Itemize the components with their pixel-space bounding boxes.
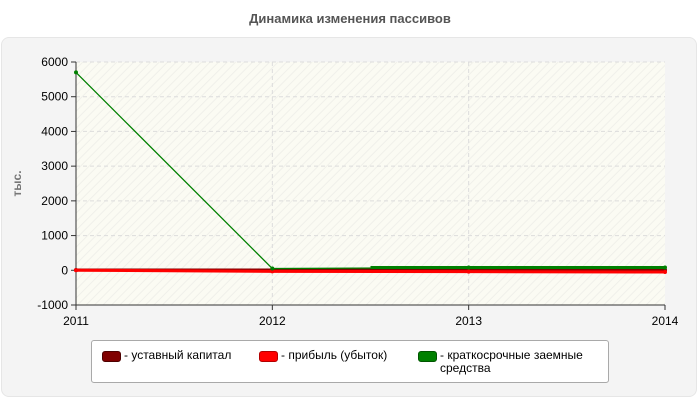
y-tick-label: 4000 (41, 124, 68, 138)
x-tick-label: 2013 (455, 314, 482, 328)
series-line-1 (75, 268, 666, 274)
series-lines (74, 70, 667, 275)
y-tick-label: -1000 (37, 298, 68, 312)
chart-title: Динамика изменения пассивов (249, 11, 451, 26)
y-tick-label: 1000 (41, 229, 68, 243)
legend-item-profit-loss[interactable]: - прибыль (убыток) (259, 349, 387, 362)
plot-area (76, 62, 665, 305)
axes (71, 61, 666, 310)
x-tick-label: 2011 (63, 314, 89, 328)
y-axis-label: тыс. (10, 170, 24, 196)
legend-label-charter-capital: - уставный капитал (124, 348, 232, 362)
legend-item-short-term-loans[interactable]: - краткосрочные заемные средства (418, 349, 598, 375)
y-tick-label: 0 (61, 263, 68, 277)
legend-label-profit-loss: - прибыль (убыток) (281, 348, 388, 362)
series-point-1 (466, 269, 471, 274)
legend-label-short-term-loans: - краткосрочные заемные средства (440, 348, 583, 375)
series-point-1 (74, 268, 78, 273)
y-tick-label: 5000 (41, 90, 68, 104)
tick-labels: -1000 0 1000 2000 3000 4000 5000 6000 2011 2012 20… (37, 55, 678, 328)
y-tick-label: 6000 (41, 55, 68, 69)
x-tick-label: 2014 (652, 314, 679, 328)
legend-swatch-profit-loss (259, 351, 278, 362)
legend: - уставный капитал - прибыль (убыток) - … (91, 340, 609, 383)
legend-swatch-short-term-loans (418, 351, 437, 362)
legend-swatch-charter-capital (102, 351, 121, 362)
series-point-1 (663, 270, 667, 275)
legend-item-charter-capital[interactable]: - уставный капитал (102, 349, 231, 362)
series-point-1 (270, 269, 275, 274)
series-point-2 (270, 266, 275, 271)
series-point-2 (74, 70, 78, 75)
y-tick-label: 2000 (41, 194, 68, 208)
y-tick-label: 3000 (41, 159, 68, 173)
x-tick-label: 2012 (259, 314, 286, 328)
